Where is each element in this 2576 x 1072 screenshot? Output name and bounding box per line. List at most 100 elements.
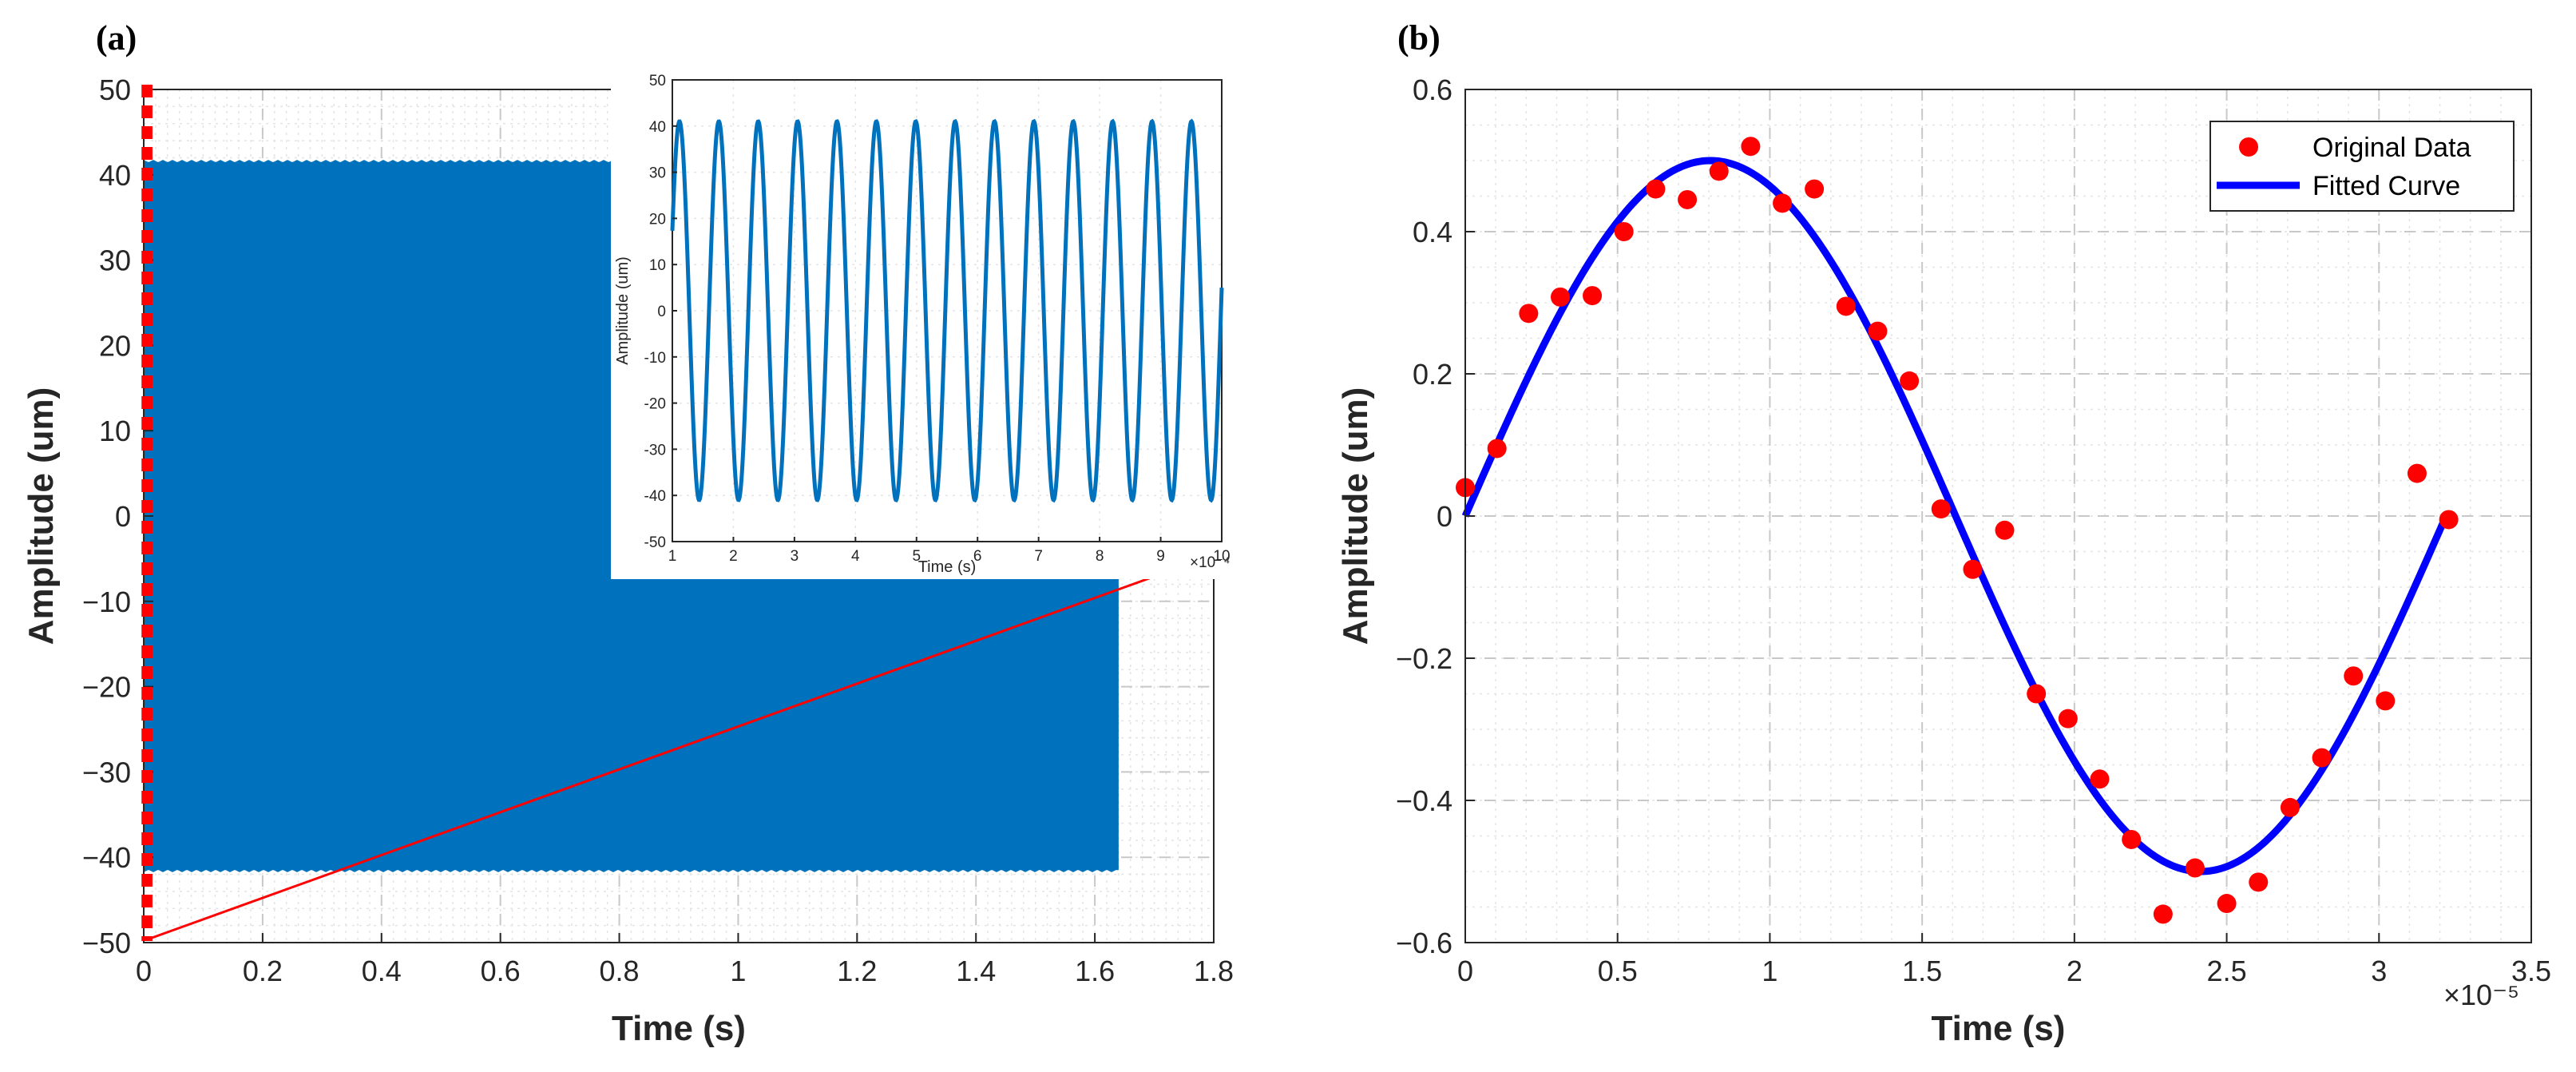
inset-x-tick-label: 6	[973, 548, 982, 565]
inset-y-tick-label: 30	[649, 165, 666, 182]
panel-b-x-tick-label: 2	[2067, 955, 2083, 987]
data-point	[2217, 894, 2237, 914]
panel-a-label: (a)	[96, 18, 137, 58]
data-point	[2090, 769, 2110, 789]
panel-a-y-tick-label: 20	[99, 329, 131, 362]
panel-a-x-axis-label: Time (s)	[612, 1009, 746, 1048]
data-point	[1487, 439, 1507, 459]
panel-b-x-multiplier: ×10⁻⁵	[2443, 979, 2519, 1011]
data-point	[1995, 520, 2015, 540]
panel-a-inset-chart: 1 2 3 4 5 6 7 8 9 10 50 40 30 20 10 0 -10 -20 -30 -40 -50 T…	[611, 64, 1238, 579]
panel-a-y-tick-label: −10	[82, 586, 131, 618]
inset-x-ticks: 1 2 3 4 5 6 7 8 9 10	[668, 537, 1231, 565]
panel-b-x-tick-label: 3	[2371, 955, 2387, 987]
fitted-curve-line	[1461, 157, 2450, 875]
inset-x-tick-label: 3	[791, 548, 799, 565]
data-point	[1646, 179, 1666, 199]
panel-a-x-tick-label: 0.6	[481, 955, 521, 987]
panel-a-y-tick-label: 30	[99, 244, 131, 277]
data-point	[1741, 137, 1761, 157]
inset-x-axis-label: Time (s)	[918, 558, 977, 576]
panel-b-x-tick-label: 1.5	[1902, 955, 1942, 987]
panel-b-y-ticks: 0.6 0.4 0.2 0 −0.2 −0.4 −0.6	[1396, 73, 1475, 959]
inset-x-tick-label: 9	[1156, 548, 1165, 565]
panel-b-chart: 0 0.5 1 1.5 2 2.5 3 3.5 0.60.40.20−0.2−0.4−0.6 …	[1336, 73, 2551, 1048]
panel-b-x-ticks: 0 0.5 1 1.5 2 2.5 3 3.5	[1457, 933, 2551, 987]
legend-box	[2209, 121, 2515, 212]
inset-y-tick-label: 40	[649, 119, 666, 136]
inset-y-tick-label: -30	[644, 442, 666, 459]
panel-b-x-tick-label: 2.5	[2207, 955, 2247, 987]
inset-x-multiplier: ×10⁻⁴	[1190, 554, 1230, 571]
data-point	[2312, 748, 2332, 768]
panel-a-signal-bottom-edge	[143, 867, 1117, 872]
data-point	[1773, 193, 1793, 213]
panel-a-x-tick-label: 0.4	[362, 955, 402, 987]
panel-b-y-axis-label: Amplitude (um)	[1336, 387, 1375, 645]
data-point	[1614, 222, 1634, 241]
data-point	[1900, 371, 1920, 391]
panel-b-y-tick-label: −0.2	[1396, 642, 1452, 675]
panel-b-x-axis-label: Time (s)	[1932, 1009, 2066, 1048]
inset-x-tick-label: 4	[851, 548, 860, 565]
legend-original-marker	[2239, 137, 2258, 157]
inset-x-tick-label: 2	[729, 548, 738, 565]
panel-a-y-tick-label: 0	[115, 500, 131, 533]
data-point	[2439, 510, 2459, 530]
data-point	[1678, 189, 1698, 209]
panel-b-x-tick-label: 1	[1762, 955, 1777, 987]
inset-x-tick-label: 1	[668, 548, 677, 565]
panel-b-x-tick-label: 3.5	[2511, 955, 2551, 987]
data-point	[2153, 904, 2173, 924]
panel-a-y-tick-label: −30	[82, 756, 131, 788]
panel-a-y-axis-label: Amplitude (um)	[22, 387, 61, 645]
panel-b-y-tick-label: 0.4	[1413, 216, 1452, 248]
inset-y-tick-label: -40	[644, 488, 666, 505]
data-point	[1709, 161, 1729, 181]
inset-x-tick-label: 5	[912, 548, 921, 565]
panel-a-x-tick-label: 1.2	[837, 955, 877, 987]
panel-b-y-tick-label: −0.6	[1396, 927, 1452, 959]
data-point	[2407, 463, 2427, 483]
panel-b-x-tick-label: 0	[1457, 955, 1473, 987]
panel-a-x-tick-label: 0.2	[243, 955, 283, 987]
panel-a-y-tick-label: 50	[99, 73, 131, 106]
panel-a-y-tick-label: 40	[99, 159, 131, 192]
inset-y-tick-label: -20	[644, 396, 666, 413]
data-point	[1868, 321, 1888, 341]
inset-y-ticks: 50 40 30 20 10 0 -10 -20 -30 -40 -50	[644, 73, 677, 551]
panel-a-x-tick-label: 1.4	[956, 955, 996, 987]
panel-b-y-tick-label: 0.6	[1413, 73, 1452, 106]
original-data-points	[1456, 137, 2459, 924]
data-point	[2344, 666, 2364, 686]
zoom-arrow	[147, 551, 1221, 941]
inset-x-tick-label: 7	[1034, 548, 1043, 565]
legend-fitted-label: Fitted Curve	[2312, 171, 2460, 201]
panel-b-x-tick-label: 0.5	[1598, 955, 1638, 987]
inset-y-axis-label: Amplitude (um)	[614, 256, 632, 365]
panel-a-x-ticks: 0 0.2 0.4 0.6 0.8 1 1.2 1.4 1.6 1.8	[136, 933, 1234, 987]
data-point	[1805, 179, 1825, 199]
panel-a-x-tick-label: 0.8	[600, 955, 640, 987]
data-point	[1583, 286, 1603, 306]
panel-b-y-tick-label: 0.2	[1413, 358, 1452, 391]
legend: Original Data Fitted Curve	[2209, 121, 2515, 212]
data-point	[2376, 691, 2396, 711]
panel-b-y-tick-label: 0	[1437, 500, 1452, 533]
inset-y-tick-label: 10	[649, 257, 666, 274]
panel-a-x-tick-label: 1	[730, 955, 746, 987]
data-point	[1963, 559, 1983, 579]
data-point	[2027, 684, 2047, 704]
data-point	[2249, 872, 2269, 892]
panel-b-label: (b)	[1397, 18, 1441, 58]
panel-a-x-tick-label: 1.6	[1075, 955, 1115, 987]
data-point	[1836, 296, 1856, 316]
panel-a-x-tick-label: 1.8	[1194, 955, 1234, 987]
inset-y-tick-label: 50	[649, 73, 666, 89]
data-point	[2185, 858, 2205, 878]
inset-x-tick-label: 8	[1096, 548, 1104, 565]
data-point	[1551, 287, 1571, 307]
panel-a-y-tick-label: −20	[82, 671, 131, 704]
panel-a-x-tick-label: 0	[136, 955, 152, 987]
